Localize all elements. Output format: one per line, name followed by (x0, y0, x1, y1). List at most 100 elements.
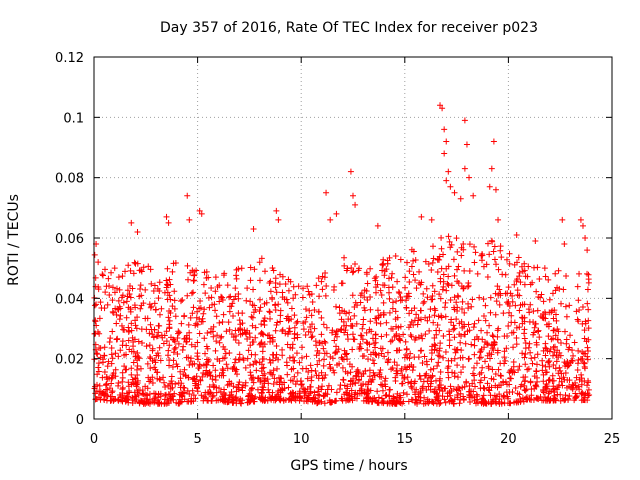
data-point (311, 325, 318, 332)
data-point (119, 398, 126, 405)
data-point (458, 252, 465, 259)
data-point (299, 344, 306, 351)
data-point (166, 362, 173, 369)
data-point (95, 364, 102, 371)
data-point (300, 285, 307, 292)
data-point (294, 331, 301, 338)
data-point (202, 389, 209, 396)
data-point (434, 363, 441, 370)
data-point (99, 271, 106, 278)
data-point (569, 357, 576, 364)
data-point (510, 359, 517, 366)
data-point (379, 262, 386, 269)
data-point (489, 332, 496, 339)
data-point (250, 225, 257, 232)
x-tick-label: 5 (193, 432, 201, 447)
data-point (559, 382, 566, 389)
data-point (424, 317, 431, 324)
data-point (516, 307, 523, 314)
data-point (172, 344, 179, 351)
data-point (125, 262, 132, 269)
data-point (273, 351, 280, 358)
data-point (446, 331, 453, 338)
data-point (285, 317, 292, 324)
data-point (435, 359, 442, 366)
data-point (521, 330, 528, 337)
data-point (374, 307, 381, 314)
data-point (297, 395, 304, 402)
data-point (314, 361, 321, 368)
data-point (420, 400, 427, 407)
data-point (546, 358, 553, 365)
data-point (194, 356, 201, 363)
data-point (307, 362, 314, 369)
data-point (333, 303, 340, 310)
data-point (269, 264, 276, 271)
data-point (303, 314, 310, 321)
data-point (184, 262, 191, 269)
data-point (567, 332, 574, 339)
data-point (239, 387, 246, 394)
data-point (332, 349, 339, 356)
data-point (461, 309, 468, 316)
data-point (180, 390, 187, 397)
data-point (168, 378, 175, 385)
data-point (377, 345, 384, 352)
data-point (534, 351, 541, 358)
data-point (439, 105, 446, 112)
data-point (311, 389, 318, 396)
data-point (407, 350, 414, 357)
data-point (333, 397, 340, 404)
data-point (530, 331, 537, 338)
data-point (230, 399, 237, 406)
data-point (424, 294, 431, 301)
data-point (564, 363, 571, 370)
data-point (123, 342, 130, 349)
data-point (518, 314, 525, 321)
data-point (333, 389, 340, 396)
data-point (423, 285, 430, 292)
data-point (581, 365, 588, 372)
data-point (365, 387, 372, 394)
data-point (491, 243, 498, 250)
data-point (189, 387, 196, 394)
data-point (533, 368, 540, 375)
data-point (490, 138, 497, 145)
data-point (248, 375, 255, 382)
data-point (180, 343, 187, 350)
data-point (299, 294, 306, 301)
data-point (102, 382, 109, 389)
data-point (321, 392, 328, 399)
data-point (248, 396, 255, 403)
data-point (348, 264, 355, 271)
data-point (330, 286, 337, 293)
data-point (569, 347, 576, 354)
data-point (580, 359, 587, 366)
data-point (516, 391, 523, 398)
data-point (444, 365, 451, 372)
data-point (180, 384, 187, 391)
data-point (544, 383, 551, 390)
data-point (252, 324, 259, 331)
data-point (332, 350, 339, 357)
data-point (276, 396, 283, 403)
data-point (367, 294, 374, 301)
data-point (509, 369, 516, 376)
data-point (468, 303, 475, 310)
data-point (261, 268, 268, 275)
data-point (132, 353, 139, 360)
data-point (111, 289, 118, 296)
data-point (455, 263, 462, 270)
data-point (491, 341, 498, 348)
data-point (389, 325, 396, 332)
data-point (403, 391, 410, 398)
data-point (350, 192, 356, 199)
data-point (553, 317, 560, 324)
data-point (500, 378, 507, 385)
data-point (165, 382, 172, 389)
data-point (254, 386, 261, 393)
data-point (239, 330, 246, 337)
data-point (197, 376, 204, 383)
data-point (488, 375, 495, 382)
data-point (435, 352, 442, 359)
